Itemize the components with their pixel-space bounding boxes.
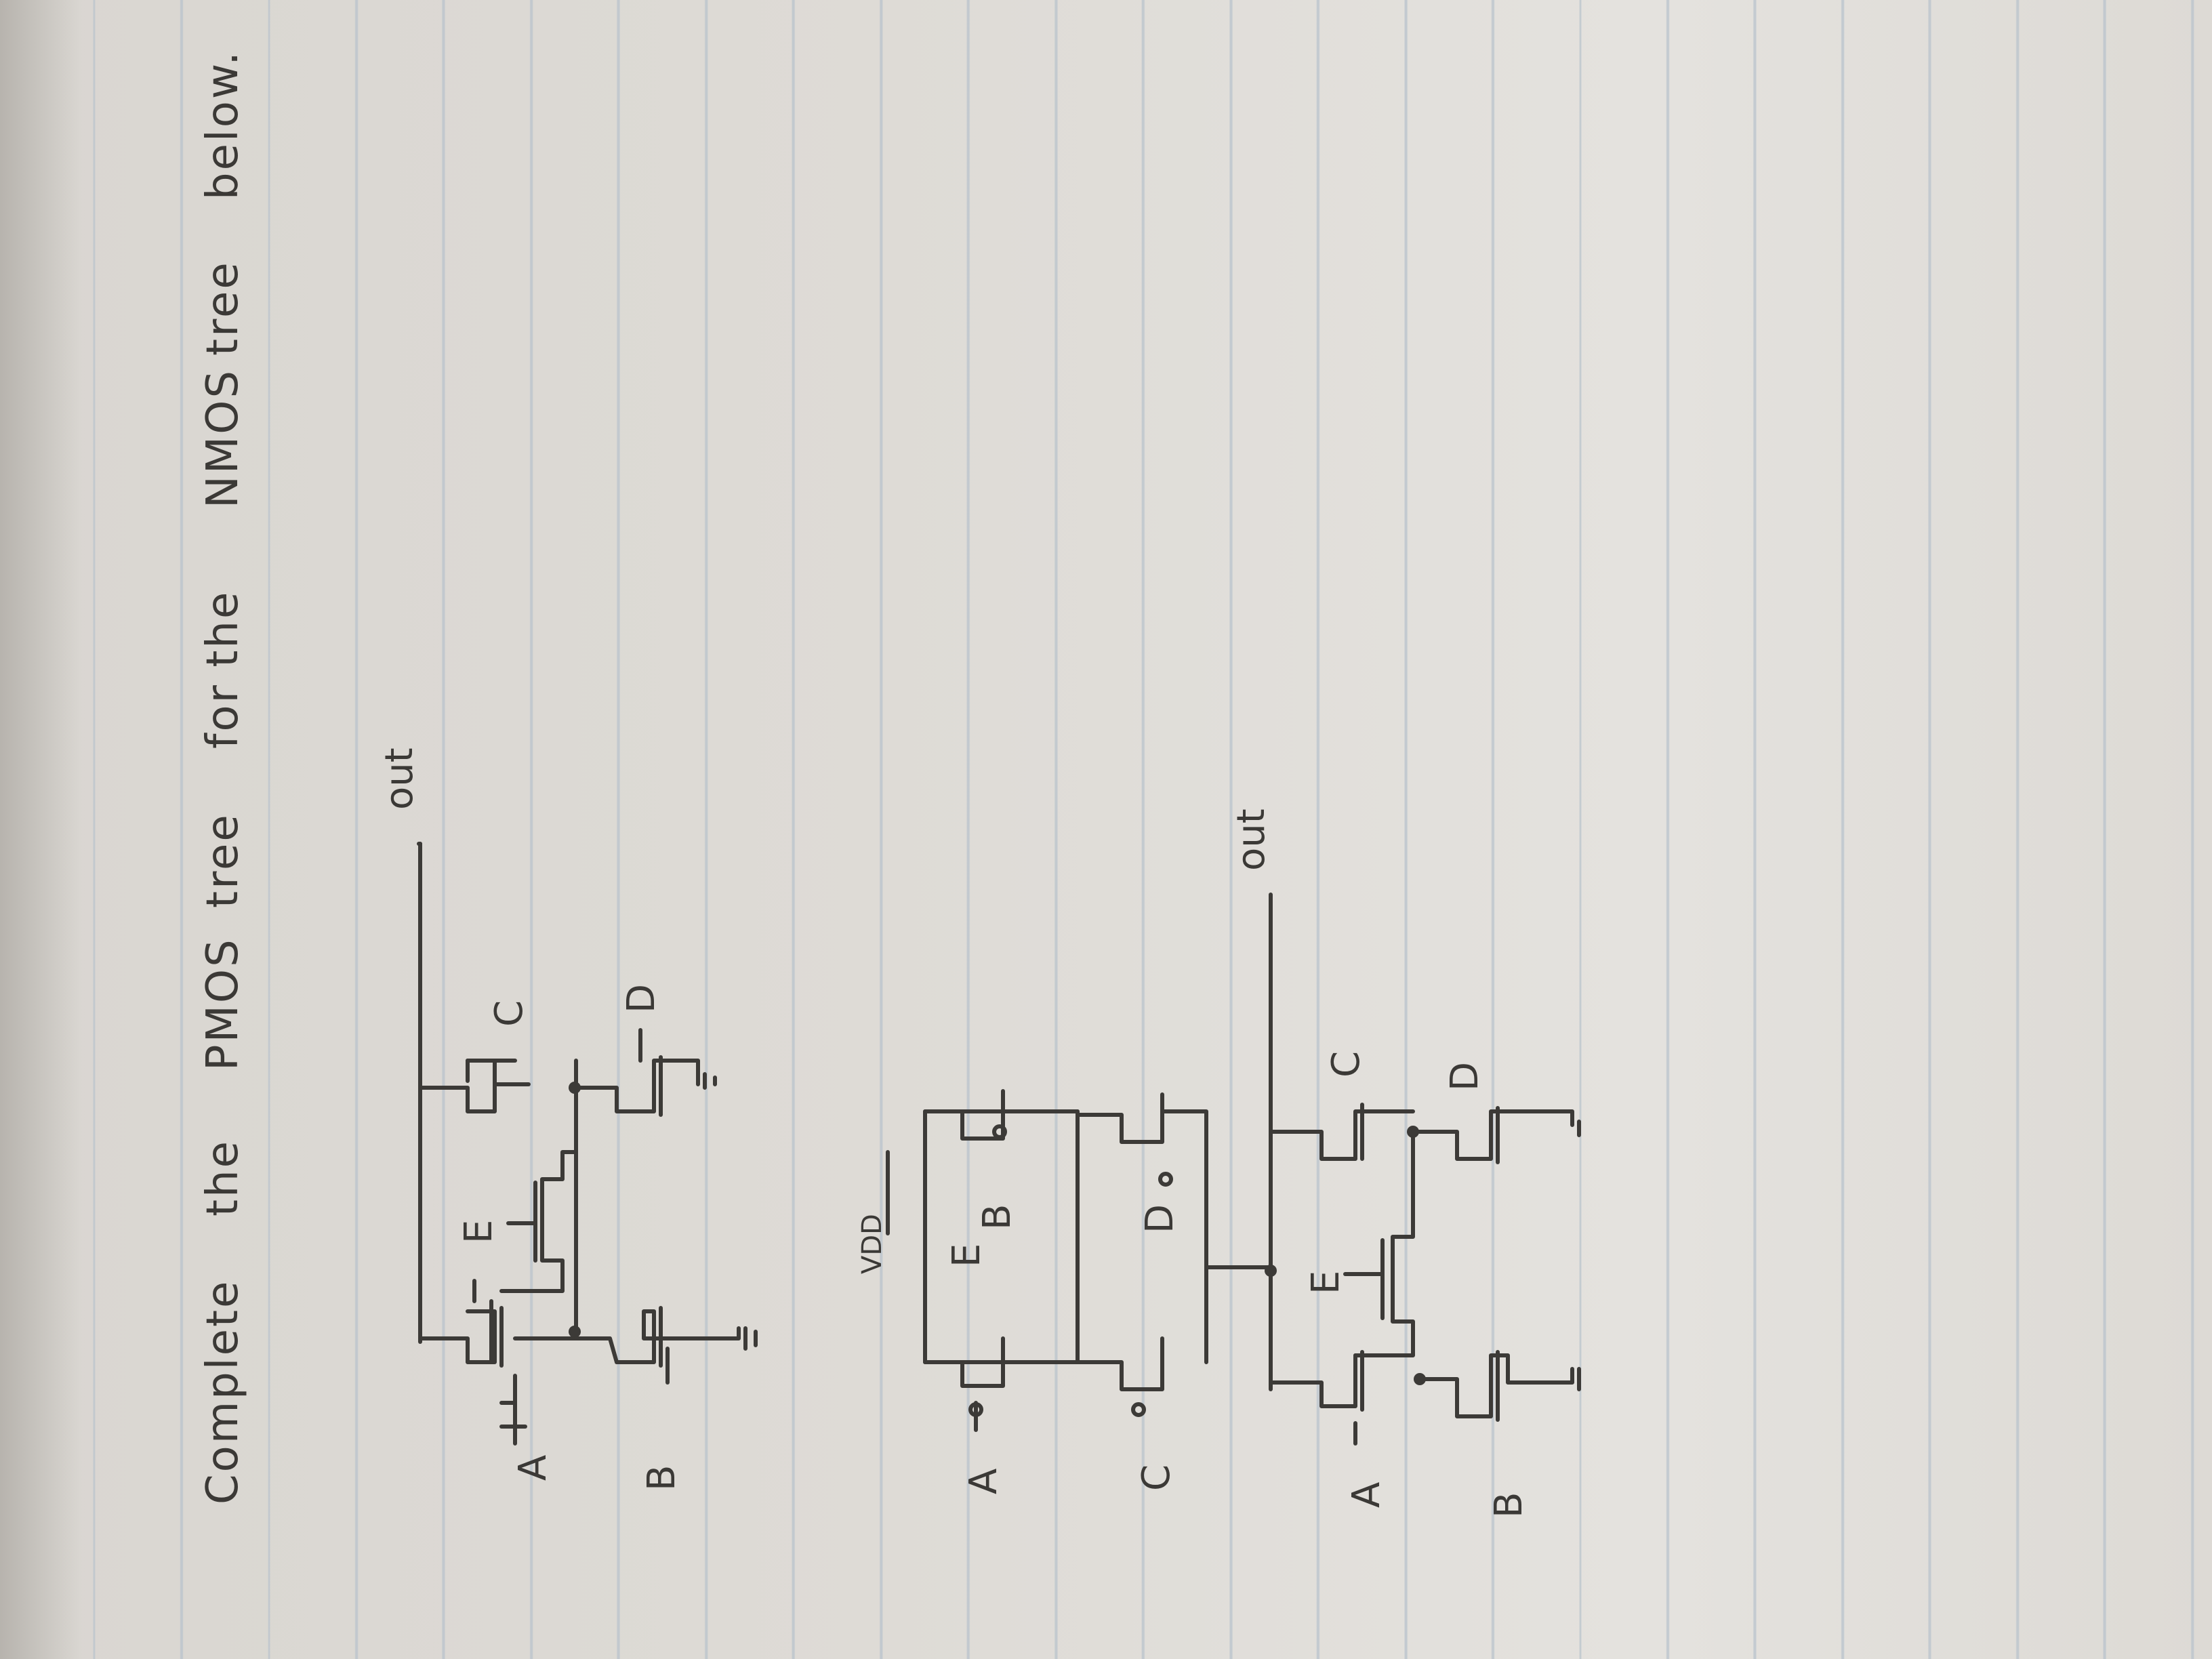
- pmos-gate-b-label: B: [975, 1204, 1019, 1230]
- pmos-circuit: VDD A B E C D: [857, 1089, 1273, 1494]
- prompt-text: Complete the PMOS tree for the NMOS tree…: [198, 49, 248, 1504]
- pmos-b-bubble: [992, 1124, 1007, 1139]
- prompt-word-6: NMOS: [198, 369, 248, 508]
- bottom-out-node: [1265, 1265, 1277, 1277]
- bottom-gate-b-label: B: [1487, 1492, 1531, 1518]
- pmos-c-bubble: [1131, 1402, 1146, 1417]
- pmos-gate-e-label: E: [945, 1244, 989, 1267]
- top-gate-a-label: A: [511, 1455, 555, 1481]
- top-gate-e-label: E: [457, 1220, 501, 1244]
- prompt-word-2: the: [198, 1139, 248, 1216]
- vdd-label: VDD: [857, 1214, 888, 1274]
- pmos-gate-c-label: C: [1134, 1465, 1179, 1491]
- prompt-word-4: tree: [198, 813, 248, 908]
- pmos-gate-a-label: A: [962, 1469, 1006, 1494]
- bottom-gate-a-label: A: [1345, 1482, 1389, 1508]
- top-gate-b-label: B: [640, 1465, 684, 1491]
- pmos-d-bubble: [1158, 1172, 1173, 1187]
- prompt-word-1: Complete: [198, 1279, 248, 1504]
- prompt-word-7: tree: [198, 260, 248, 356]
- page-shadow: [0, 0, 81, 1659]
- prompt-word-3: PMOS: [198, 937, 248, 1071]
- top-out-label: out: [377, 747, 422, 810]
- bottom-out-label: out: [1229, 808, 1273, 871]
- top-gate-c-label: C: [487, 1000, 531, 1027]
- top-gate-d-label: D: [619, 984, 663, 1013]
- bottom-gate-d-label: D: [1443, 1062, 1487, 1091]
- bottom-nmos-circuit: out A C E B D: [1229, 808, 1581, 1518]
- bottom-gate-e-label: E: [1304, 1271, 1348, 1294]
- top-node-left: [569, 1326, 581, 1338]
- pmos-a-bubble: [968, 1402, 983, 1417]
- prompt-word-8: below.: [198, 49, 248, 200]
- top-nmos-circuit: out A C E B D: [377, 747, 758, 1491]
- pmos-gate-d-label: D: [1138, 1204, 1182, 1233]
- prompt-word-5: for the: [198, 590, 248, 749]
- bottom-gate-c-label: C: [1324, 1051, 1368, 1078]
